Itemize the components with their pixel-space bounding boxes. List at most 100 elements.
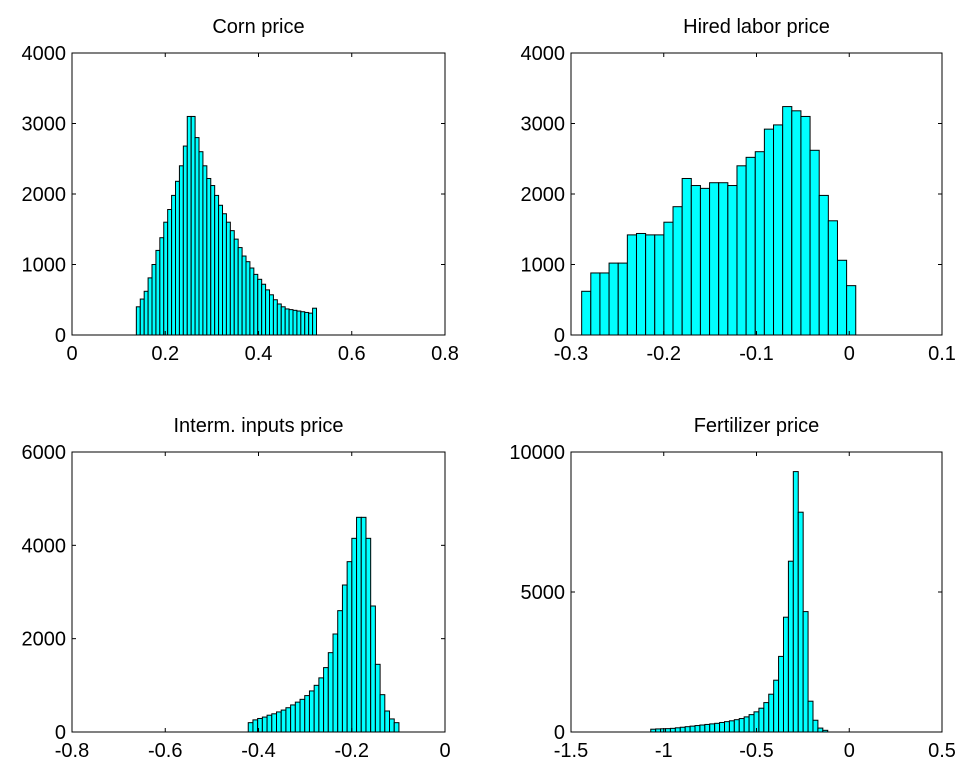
interm-inputs-price-bar: [299, 698, 306, 733]
interm-inputs-price-bar: [261, 716, 268, 733]
hired-labor-price-y-tick-label: 4000: [521, 43, 566, 65]
fertilizer-price-bar: [778, 655, 784, 733]
fertilizer-price-y-tick-label: 10000: [509, 442, 565, 464]
fertilizer-price-bar: [797, 511, 804, 733]
hired-labor-price-bar: [800, 115, 811, 336]
hired-labor-price-bar: [718, 182, 729, 336]
corn-price-bar: [206, 177, 212, 336]
fertilizer-price-bar: [728, 720, 735, 733]
corn-price-x-tick-label: 0.8: [431, 343, 459, 365]
interm-inputs-price-bar: [327, 652, 334, 733]
fertilizer-price-bar: [733, 719, 740, 733]
fertilizer-price-x-tick-label: 0.5: [928, 740, 956, 762]
corn-price-bar: [308, 312, 314, 336]
hired-labor-price-bar: [599, 272, 610, 336]
fertilizer-price-bar: [738, 718, 745, 733]
fertilizer-price-bar: [768, 693, 775, 733]
hired-labor-price-bar: [617, 262, 628, 336]
corn-price-bar: [198, 151, 204, 336]
interm-inputs-price-title: Interm. inputs price: [173, 415, 343, 437]
hired-labor-price-bar: [699, 187, 711, 336]
fertilizer-price-bar: [812, 719, 819, 733]
hired-labor-price-bar: [581, 290, 592, 336]
hired-labor-price-bar: [672, 206, 683, 336]
interm-inputs-price-panel: -0.8 -0.6 -0.4 -0.2 0 0 2000 4000 6000 Interm. in…: [22, 415, 451, 762]
fertilizer-price-axes: [570, 451, 943, 733]
corn-price-x-tick-label: 0.6: [338, 343, 366, 365]
corn-price-y-tick-label: 4000: [22, 43, 67, 65]
hired-labor-price-bar: [709, 182, 720, 336]
hired-labor-price-bar: [827, 220, 838, 336]
corn-price-bar: [222, 213, 227, 336]
fertilizer-price-bar: [763, 702, 770, 733]
corn-price-bar: [272, 299, 278, 336]
fertilizer-price-bar: [743, 716, 750, 733]
corn-price-bar: [139, 298, 145, 336]
corn-price-bar: [265, 289, 271, 336]
interm-inputs-price-bar: [384, 710, 391, 733]
fertilizer-price-bar: [669, 727, 676, 733]
interm-inputs-price-y-tick-label: 4000: [22, 535, 67, 557]
hired-labor-price-bar: [690, 185, 701, 336]
corn-price-bar: [292, 309, 298, 336]
hired-labor-price-y-tick-label: 0: [554, 325, 565, 347]
fertilizer-price-x-tick-label: -1: [655, 740, 673, 762]
fertilizer-price-bar: [782, 616, 789, 733]
interm-inputs-price-bar: [247, 722, 254, 733]
interm-inputs-price-x-tick-label: -0.2: [335, 740, 369, 762]
corn-price-bar: [257, 278, 263, 336]
hired-labor-price-y-tick-label: 1000: [521, 255, 566, 277]
corn-price-bar: [241, 255, 247, 336]
hired-labor-price-bar: [836, 259, 848, 336]
interm-inputs-price-bar: [389, 718, 395, 733]
fertilizer-price-bar: [714, 722, 721, 733]
corn-price-bar: [143, 290, 149, 336]
corn-price-panel: 0 0.2 0.4 0.6 0.8 0 1000 2000 3000 4000 Corn price: [22, 16, 459, 365]
corn-price-bar: [163, 221, 169, 336]
fertilizer-price-bar: [709, 723, 716, 733]
fertilizer-price-bar: [679, 726, 686, 733]
interm-inputs-price-y-tick-label: 0: [55, 722, 66, 744]
corn-price-x-tick-label: 0: [66, 343, 77, 365]
corn-price-bar: [202, 165, 208, 336]
hired-labor-price-bar: [727, 185, 738, 336]
fertilizer-price-bar: [817, 727, 824, 733]
corn-price-bar: [280, 306, 286, 336]
corn-price-bar: [284, 308, 290, 336]
corn-price-bar: [175, 180, 180, 336]
hired-labor-price-x-tick-label: 0.1: [928, 343, 956, 365]
hired-labor-price-bar: [590, 272, 601, 336]
corn-price-bar: [276, 303, 282, 336]
corn-price-bar: [312, 307, 318, 336]
interm-inputs-price-bar: [271, 713, 278, 733]
interm-inputs-price-bar: [304, 695, 310, 733]
interm-inputs-price-x-tick-label: -0.8: [55, 740, 89, 762]
hired-labor-price-y-tick-label: 3000: [521, 114, 566, 136]
corn-price-bar: [210, 185, 216, 336]
corn-price-bar: [229, 230, 235, 336]
fertilizer-price-bar: [684, 726, 691, 733]
corn-price-x-tick-label: 0.4: [245, 343, 273, 365]
corn-price-title: Corn price: [212, 16, 304, 38]
fertilizer-price-y-tick-label: 0: [554, 722, 565, 744]
corn-price-bar: [261, 283, 267, 336]
interm-inputs-price-bar: [337, 610, 343, 733]
hired-labor-price-bar: [791, 110, 802, 336]
corn-price-bar: [171, 194, 177, 336]
interm-inputs-price-bar: [308, 690, 315, 733]
interm-inputs-price-y-tick-label: 6000: [22, 442, 67, 464]
corn-price-bar: [253, 273, 259, 336]
corn-price-bar: [237, 247, 243, 336]
interm-inputs-price-axes: [71, 451, 446, 733]
fertilizer-price-bar: [758, 707, 765, 733]
corn-price-bar: [135, 306, 141, 336]
corn-price-x-tick-label: 0.2: [151, 343, 179, 365]
hired-labor-price-x-tick-label: -0.1: [739, 343, 773, 365]
interm-inputs-price-bar: [379, 694, 386, 733]
hired-labor-price-bar: [773, 124, 784, 336]
interm-inputs-price-bar: [332, 633, 339, 733]
corn-price-bar: [296, 310, 302, 336]
fertilizer-price-x-tick-label: -0.5: [739, 740, 773, 762]
corn-price-bar: [233, 238, 239, 336]
